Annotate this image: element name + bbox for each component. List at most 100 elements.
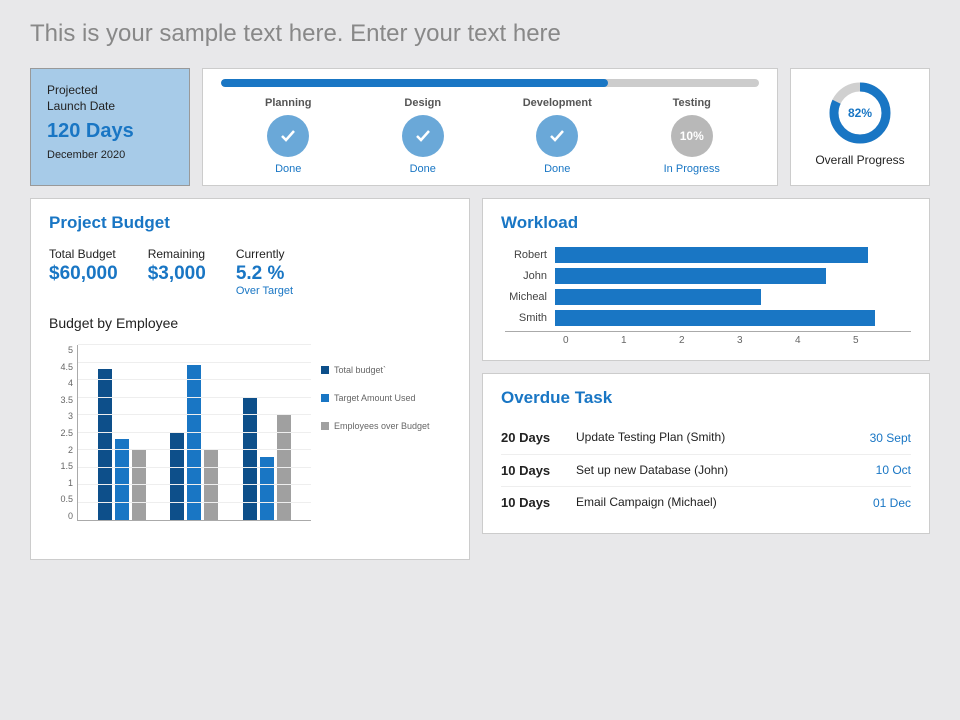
budget-plot — [77, 345, 311, 521]
check-icon — [402, 115, 444, 157]
overdue-title: Overdue Task — [501, 388, 911, 408]
overall-donut: 82% — [828, 81, 892, 145]
workload-track — [555, 268, 911, 284]
phases-progress-bar — [221, 79, 759, 87]
task-date: 30 Sept — [851, 431, 911, 445]
check-icon — [267, 115, 309, 157]
bar-group — [98, 369, 146, 520]
x-tick: 4 — [795, 332, 853, 346]
task-date: 10 Oct — [851, 463, 911, 477]
budget-card: Project Budget Total Budget $60,000 Remain… — [30, 198, 470, 560]
overdue-list: 20 DaysUpdate Testing Plan (Smith)30 Sep… — [501, 422, 911, 519]
phase-item: Testing10%In Progress — [625, 97, 760, 175]
budget-legend: Total budget` Target Amount Used Employees… — [321, 345, 451, 545]
stat-label: Remaining — [148, 247, 206, 261]
workload-row: John — [505, 268, 911, 284]
stat-sub: Over Target — [236, 285, 293, 297]
task-days: 10 Days — [501, 463, 576, 478]
workload-title: Workload — [501, 213, 911, 233]
workload-bar — [555, 247, 868, 263]
task-days: 20 Days — [501, 430, 576, 445]
workload-bar — [555, 310, 875, 326]
task-row: 10 DaysSet up new Database (John)10 Oct — [501, 455, 911, 488]
workload-row: Micheal — [505, 289, 911, 305]
overall-label: Overall Progress — [803, 153, 917, 167]
legend-swatch — [321, 366, 329, 374]
workload-name: Micheal — [505, 291, 555, 303]
overdue-card: Overdue Task 20 DaysUpdate Testing Plan … — [482, 373, 930, 534]
budget-stats: Total Budget $60,000 Remaining $3,000 Curren… — [49, 247, 451, 297]
budget-title: Project Budget — [49, 213, 451, 233]
legend-item: Total budget` — [321, 365, 451, 375]
phase-pct: 10% — [671, 115, 713, 157]
workload-track — [555, 289, 911, 305]
top-row: Projected Launch Date 120 Days December … — [30, 68, 930, 186]
task-days: 10 Days — [501, 495, 576, 510]
legend-label: Employees over Budget — [334, 421, 430, 431]
launch-days: 120 Days — [47, 120, 173, 143]
phase-item: Development Done — [490, 97, 625, 175]
phase-name: Testing — [625, 97, 760, 109]
legend-item: Employees over Budget — [321, 421, 451, 431]
workload-x-axis: 012345 — [505, 331, 911, 346]
task-desc: Update Testing Plan (Smith) — [576, 430, 851, 446]
phase-item: Design Done — [356, 97, 491, 175]
budget-y-axis: 54.543.532.521.510.50 — [49, 345, 73, 521]
phase-name: Planning — [221, 97, 356, 109]
phase-status: Done — [490, 163, 625, 175]
workload-bar — [555, 289, 761, 305]
workload-row: Smith — [505, 310, 911, 326]
main-row: Project Budget Total Budget $60,000 Remain… — [30, 198, 930, 560]
legend-label: Total budget` — [334, 365, 386, 375]
budget-stat: Currently 5.2 %Over Target — [236, 247, 293, 297]
phases-list: Planning Done Design Done Development Done Tes… — [221, 97, 759, 175]
workload-track — [555, 310, 911, 326]
phase-status: Done — [356, 163, 491, 175]
x-tick: 3 — [737, 332, 795, 346]
check-icon — [536, 115, 578, 157]
stat-value: 5.2 % — [236, 263, 293, 285]
x-tick: 5 — [853, 332, 911, 346]
phase-status: Done — [221, 163, 356, 175]
phases-card: Planning Done Design Done Development Done Tes… — [202, 68, 778, 186]
legend-label: Target Amount Used — [334, 393, 416, 403]
launch-label2: Launch Date — [47, 99, 173, 115]
phase-item: Planning Done — [221, 97, 356, 175]
x-tick: 2 — [679, 332, 737, 346]
legend-swatch — [321, 394, 329, 402]
workload-name: Robert — [505, 249, 555, 261]
bar — [98, 369, 112, 520]
x-tick: 1 — [621, 332, 679, 346]
workload-card: Workload Robert John Micheal Smith 012345 — [482, 198, 930, 361]
bar — [170, 432, 184, 520]
phase-name: Design — [356, 97, 491, 109]
launch-card: Projected Launch Date 120 Days December … — [30, 68, 190, 186]
stat-value: $60,000 — [49, 263, 118, 285]
x-tick: 0 — [563, 332, 621, 346]
overall-card: 82% Overall Progress — [790, 68, 930, 186]
phase-name: Development — [490, 97, 625, 109]
task-desc: Email Campaign (Michael) — [576, 495, 851, 511]
task-desc: Set up new Database (John) — [576, 463, 851, 479]
bar-group — [170, 365, 218, 520]
stat-label: Currently — [236, 247, 293, 261]
task-date: 01 Dec — [851, 496, 911, 510]
stat-value: $3,000 — [148, 263, 206, 285]
overall-pct: 82% — [848, 106, 872, 120]
launch-date: December 2020 — [47, 149, 173, 161]
workload-name: John — [505, 270, 555, 282]
workload-name: Smith — [505, 312, 555, 324]
workload-row: Robert — [505, 247, 911, 263]
workload-track — [555, 247, 911, 263]
budget-chart: 54.543.532.521.510.50 Total budget` Targe… — [49, 345, 451, 545]
phases-progress-fill — [221, 79, 608, 87]
bar — [187, 365, 201, 520]
workload-bar — [555, 268, 826, 284]
workload-chart: Robert John Micheal Smith 012345 — [501, 247, 911, 346]
launch-label1: Projected — [47, 83, 173, 99]
task-row: 20 DaysUpdate Testing Plan (Smith)30 Sep… — [501, 422, 911, 455]
bar — [115, 439, 129, 520]
stat-label: Total Budget — [49, 247, 118, 261]
budget-stat: Total Budget $60,000 — [49, 247, 118, 297]
budget-stat: Remaining $3,000 — [148, 247, 206, 297]
